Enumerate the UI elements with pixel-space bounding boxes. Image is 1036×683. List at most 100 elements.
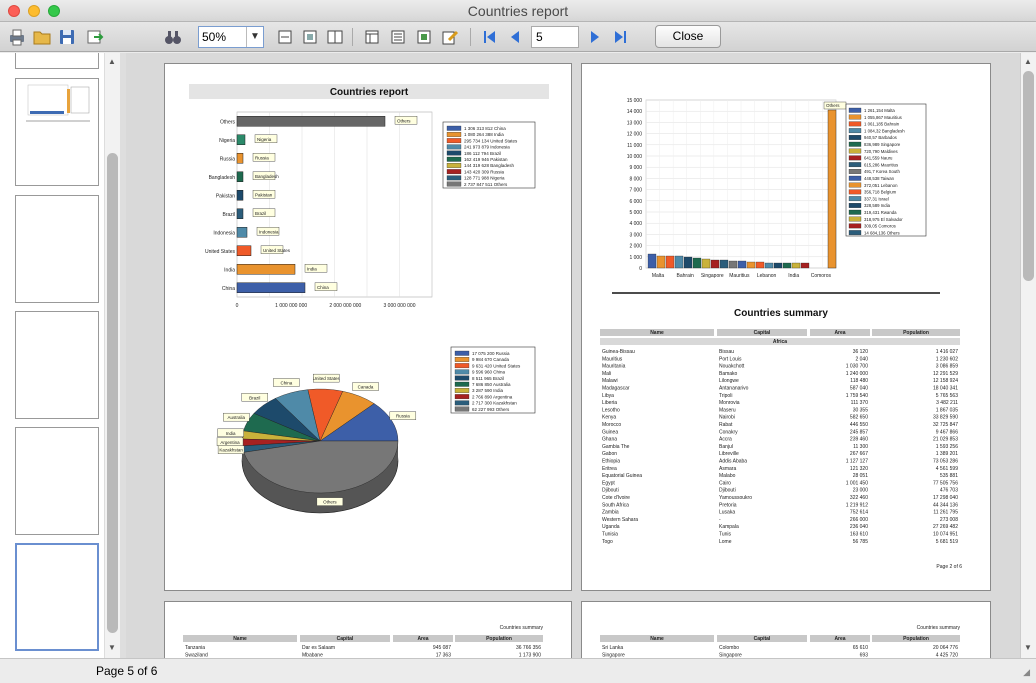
print-button[interactable] xyxy=(7,27,27,47)
bar xyxy=(746,261,756,269)
viewer-scrollbar[interactable]: ▲ ▼ xyxy=(1020,53,1036,658)
zoom-combobox[interactable]: 50% xyxy=(198,26,264,48)
table-cell-population: 4 561 599 xyxy=(936,466,958,472)
bar xyxy=(791,262,801,269)
legend-swatch xyxy=(446,169,462,175)
legend-swatch xyxy=(454,369,470,375)
y-tick-label: 10 000 xyxy=(627,154,643,160)
table-cell-name: Guinea-Bissau xyxy=(602,349,635,355)
report-page-bottom-left: Countries summary Name Capital Area Populat… xyxy=(164,601,572,658)
find-button[interactable] xyxy=(163,27,183,47)
legend-entry: 372,051 Lebanon xyxy=(864,183,898,188)
x-tick-label: Lebanon xyxy=(757,273,777,279)
export-button[interactable] xyxy=(85,27,105,47)
legend-entry: 162 419 946 Pakistan xyxy=(464,157,508,162)
table-cell-capital: Nouakchott xyxy=(719,364,745,370)
table-header-label: Area xyxy=(834,636,845,642)
pie-label: Brazil xyxy=(249,395,260,400)
zoom-window-button[interactable] xyxy=(48,5,60,17)
save-button[interactable] xyxy=(57,27,77,47)
scroll-up-arrow-icon[interactable]: ▲ xyxy=(1024,57,1032,66)
page-thumbnail[interactable] xyxy=(15,427,99,535)
whole-page-button[interactable] xyxy=(300,27,320,47)
page-thumbnail-selected[interactable] xyxy=(15,543,99,651)
bar-data-label-box xyxy=(394,116,418,125)
single-page-view-button[interactable] xyxy=(362,27,382,47)
bar xyxy=(773,262,783,269)
bar-data-label-box xyxy=(304,264,328,273)
table-cell-capital: Asmara xyxy=(719,466,736,472)
table-cell-name: Ghana xyxy=(602,437,617,443)
legend-swatch xyxy=(848,230,862,236)
table-cell-name: Tanzania xyxy=(185,645,205,651)
table-cell-population: 17 298 040 xyxy=(933,495,958,501)
viewer-scrollbar-thumb[interactable] xyxy=(1023,71,1034,281)
panel-splitter[interactable] xyxy=(120,53,126,658)
legend-swatch xyxy=(446,156,462,162)
legend-entry: 295 734 134 United States xyxy=(464,138,518,143)
previous-page-button[interactable] xyxy=(505,27,525,47)
page-setup-icon xyxy=(417,30,431,44)
legend-entry: 309,05 Comoros xyxy=(864,224,896,229)
scroll-up-arrow-icon[interactable]: ▲ xyxy=(108,57,116,66)
zoom-dropdown-arrow[interactable]: ▼ xyxy=(246,27,263,47)
table-header-label: Name xyxy=(233,636,247,642)
scroll-down-arrow-icon[interactable]: ▼ xyxy=(1024,643,1032,652)
page-thumbnail[interactable] xyxy=(15,53,99,69)
last-page-button[interactable] xyxy=(610,27,630,47)
bar-data-label-box xyxy=(252,153,276,162)
bar xyxy=(764,262,774,269)
page-setup-button[interactable] xyxy=(414,27,434,47)
table-cell-area: 28 051 xyxy=(853,473,869,479)
page-thumbnail[interactable] xyxy=(15,78,99,186)
table-cell-capital: Dar es Salaam xyxy=(302,645,335,651)
y-tick-label: 1 000 xyxy=(629,255,642,261)
table-cell-capital: Tunis xyxy=(719,532,732,538)
first-page-button[interactable] xyxy=(480,27,500,47)
bar-category-label: Nigeria xyxy=(219,138,235,144)
bar xyxy=(236,190,244,201)
pie-label-box xyxy=(217,445,245,454)
table-cell-area: 239 460 xyxy=(850,437,868,443)
close-window-button[interactable] xyxy=(8,5,20,17)
legend-swatch xyxy=(848,128,862,134)
page-thumbnail[interactable] xyxy=(15,195,99,303)
legend-entry: 337,31 Israel xyxy=(864,196,889,201)
next-page-button[interactable] xyxy=(585,27,605,47)
legend-entry: 615,286 Mauritius xyxy=(864,162,898,167)
first-page-icon xyxy=(484,31,495,43)
two-pages-button[interactable] xyxy=(325,27,345,47)
legend-swatch xyxy=(454,394,470,400)
pie-label-box xyxy=(316,497,344,506)
table-cell-area: 322 460 xyxy=(850,495,868,501)
minimize-window-button[interactable] xyxy=(28,5,40,17)
table-cell-population: 33 829 590 xyxy=(933,415,958,421)
table-cell-name: Gambia The xyxy=(602,444,630,450)
y-tick-label: 5 000 xyxy=(629,210,642,216)
table-header-cell xyxy=(600,635,714,642)
folder-icon xyxy=(33,31,51,45)
table-cell-population: 20 064 776 xyxy=(933,645,958,651)
list-view-button[interactable] xyxy=(388,27,408,47)
resize-grip-icon[interactable]: ◢ xyxy=(1023,667,1030,677)
page-width-button[interactable] xyxy=(275,27,295,47)
table-cell-name: South Africa xyxy=(602,502,629,508)
page-thumbnail[interactable] xyxy=(15,311,99,419)
table-header-label: Area xyxy=(417,636,428,642)
bar-data-label-box xyxy=(252,190,276,199)
scroll-down-arrow-icon[interactable]: ▼ xyxy=(108,643,116,652)
page-number-input[interactable]: 5 xyxy=(531,26,579,48)
open-button[interactable] xyxy=(32,27,52,47)
thumbnail-scrollbar-thumb[interactable] xyxy=(107,153,118,633)
bar xyxy=(236,116,386,127)
pie-label: Canada xyxy=(358,385,374,390)
page-status: Page 5 of 6 xyxy=(96,664,158,678)
thumbnail-scrollbar[interactable]: ▲ ▼ xyxy=(104,53,120,658)
legend-entry: 318,975 El Salvador xyxy=(864,217,903,222)
bar xyxy=(236,227,248,238)
bar xyxy=(236,208,244,219)
table-cell-name: Mali xyxy=(602,371,611,377)
edit-button[interactable] xyxy=(440,27,460,47)
close-button[interactable]: Close xyxy=(655,25,721,48)
